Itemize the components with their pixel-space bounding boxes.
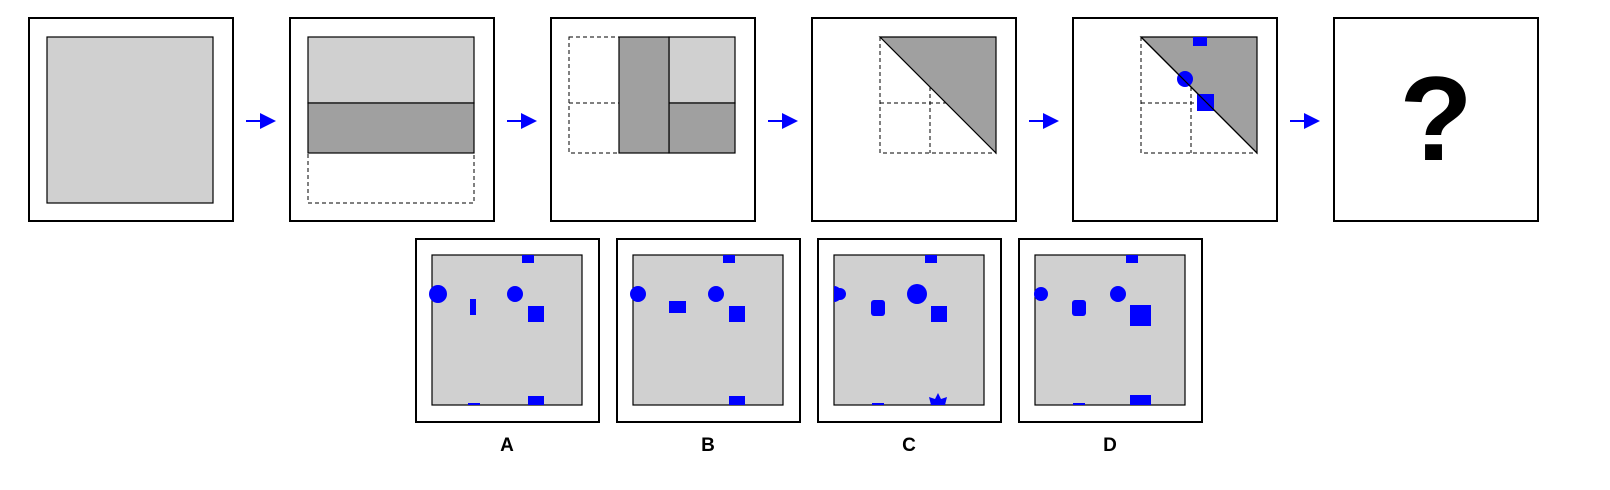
- option-label: D: [1103, 435, 1117, 456]
- hole-circle: [708, 286, 724, 302]
- question-mark: ?: [1399, 52, 1472, 186]
- folded-flap: [618, 36, 670, 154]
- punched-hole-circle: [1177, 71, 1193, 87]
- folded-triangle: [878, 36, 997, 155]
- punched-hole-square: [1193, 37, 1207, 46]
- option-label: B: [701, 435, 715, 456]
- step-6-panel: ?: [1333, 17, 1539, 222]
- hole-rounded: [871, 300, 885, 316]
- hole-square: [528, 306, 544, 322]
- hole-rect: [669, 301, 686, 313]
- step-2-panel: [289, 17, 495, 222]
- folded-strip: [307, 102, 475, 154]
- fold-origin-outline: [1140, 37, 1257, 154]
- hole-sliver: [468, 403, 480, 405]
- hole-square: [925, 255, 937, 263]
- paper-sheet: [46, 36, 214, 204]
- option-c[interactable]: C: [817, 238, 1002, 456]
- hole-circle: [507, 286, 523, 302]
- unfolded-paper: [632, 254, 784, 406]
- hole-rounded: [1072, 300, 1086, 316]
- paper-top-part: [307, 36, 475, 104]
- fold-origin-outline: [307, 152, 475, 204]
- option-a[interactable]: A: [415, 238, 600, 456]
- hole-square: [729, 396, 745, 405]
- fold-origin-outline: [879, 37, 996, 154]
- hole-circle: [429, 285, 447, 303]
- unfolded-paper: [1034, 254, 1186, 406]
- hole-sliver: [1073, 403, 1085, 405]
- hole-square: [522, 255, 534, 263]
- hole-star: [929, 393, 947, 405]
- option-d[interactable]: D: [1018, 238, 1203, 456]
- option-label: A: [500, 435, 514, 456]
- paper-bottom-right: [668, 102, 736, 154]
- option-b[interactable]: B: [616, 238, 801, 456]
- hole-circle-small: [1034, 287, 1048, 301]
- hole-circle-small: [834, 288, 846, 300]
- step-3-panel: [550, 17, 756, 222]
- unfolded-paper: [833, 254, 985, 406]
- hole-square: [1126, 255, 1138, 263]
- hole-circle: [1110, 286, 1126, 302]
- hole-circle: [630, 286, 646, 302]
- hole-sliver: [872, 403, 884, 405]
- hole-bar: [470, 299, 476, 315]
- option-label: C: [902, 435, 916, 456]
- hole-square: [723, 255, 735, 263]
- fold-diagonal-edge: [1140, 36, 1258, 154]
- hole-square: [528, 396, 544, 405]
- step-1-panel: [28, 17, 234, 222]
- hole-square: [729, 306, 745, 322]
- paper-top-right: [668, 36, 736, 104]
- unfolded-paper: [431, 254, 583, 406]
- panel-frame: [1333, 17, 1539, 222]
- hole-square-large: [1130, 305, 1151, 326]
- hole-square: [931, 306, 947, 322]
- hole-circle: [907, 284, 927, 304]
- punched-hole-square: [1197, 94, 1214, 111]
- hole-square: [1130, 395, 1151, 405]
- step-4-panel: [811, 17, 1017, 222]
- step-5-panel: [1072, 17, 1278, 222]
